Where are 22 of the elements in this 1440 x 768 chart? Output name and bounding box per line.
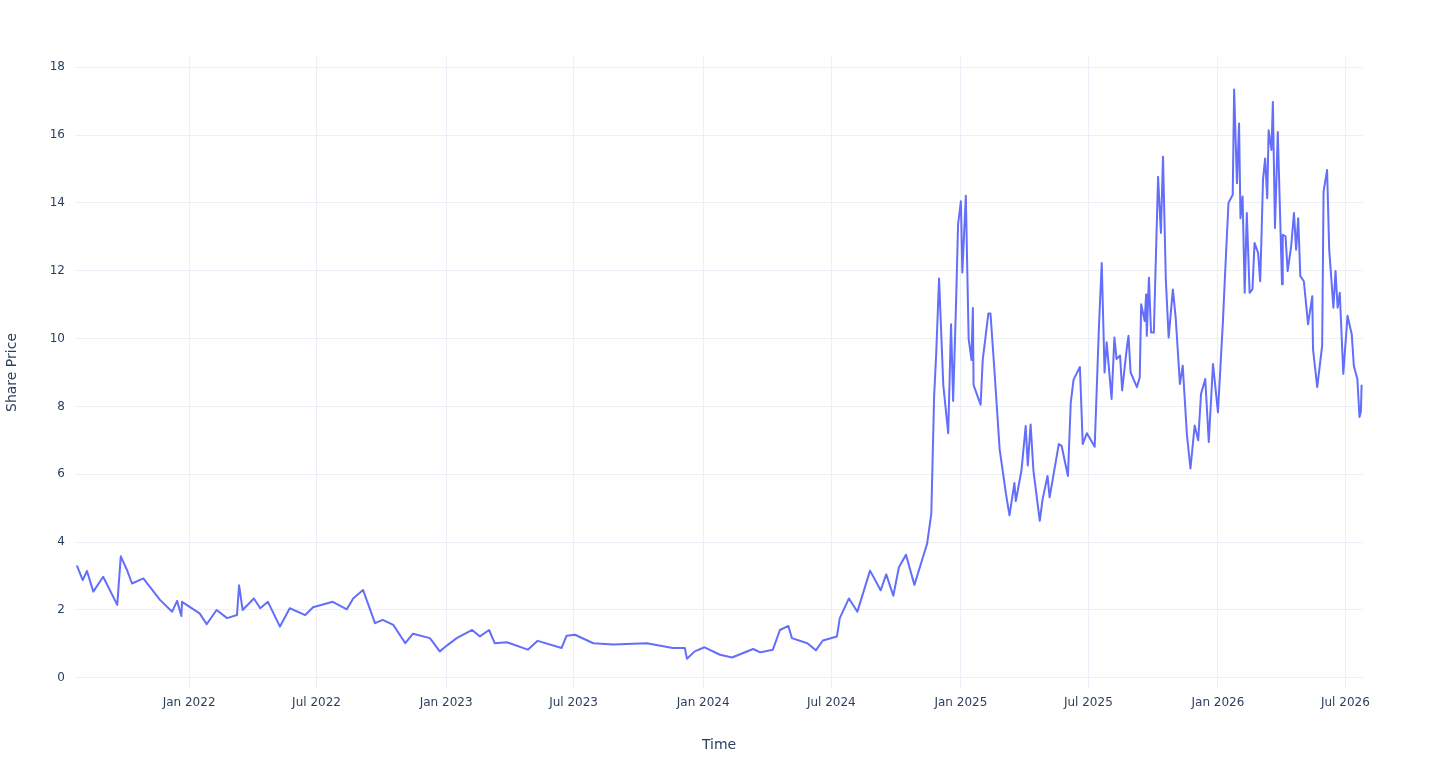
x-tick-label: Jul 2026 — [1319, 695, 1370, 710]
y-tick-label: 10 — [49, 330, 65, 345]
y-tick-label: 14 — [49, 195, 65, 209]
x-tick-label: Jan 2022 — [161, 695, 216, 710]
y-tick-label: 12 — [49, 262, 65, 277]
y-tick-label: 8 — [57, 398, 65, 413]
y-tick-label: 16 — [49, 127, 65, 142]
x-tick-label: Jan 2026 — [1190, 695, 1245, 710]
y-tick-label: 2 — [57, 602, 65, 617]
x-tick-label: Jul 2022 — [291, 695, 341, 710]
y-tick-label: 0 — [57, 669, 65, 684]
x-tick-label: Jan 2024 — [675, 695, 730, 710]
y-tick-label: 4 — [57, 534, 65, 549]
y-axis-title: Share Price — [3, 332, 20, 413]
y-tick-label: 6 — [57, 466, 65, 481]
x-tick-label: Jan 2025 — [933, 695, 988, 710]
x-tick-label: Jan 2023 — [418, 695, 473, 710]
x-tick-label: Jul 2023 — [548, 695, 598, 710]
x-tick-label: Jul 2024 — [805, 695, 856, 710]
x-tick-label: Jul 2025 — [1062, 695, 1113, 710]
x-axis-title: Time — [700, 736, 737, 753]
y-tick-label: 18 — [49, 59, 65, 74]
